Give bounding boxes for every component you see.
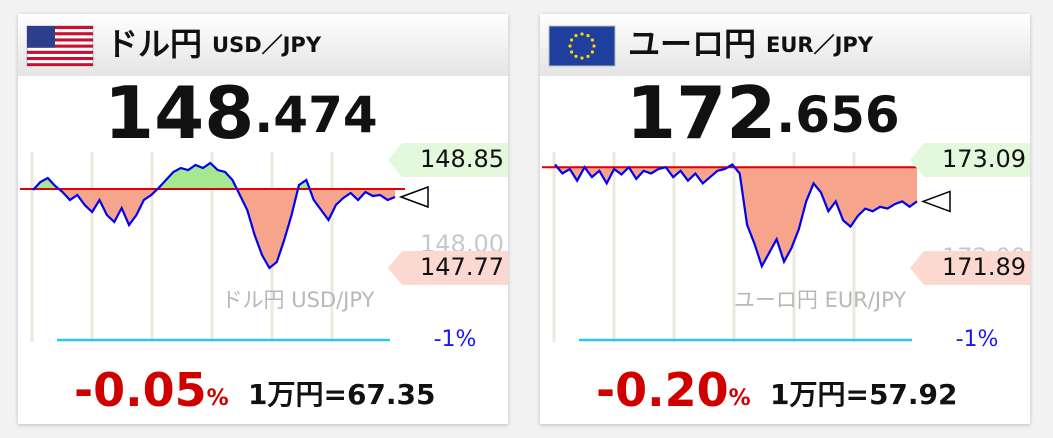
low-label: 147.77 — [420, 253, 504, 281]
card — [540, 14, 1030, 424]
price: 172.656 — [626, 71, 900, 155]
fx-widget: ユーロ円 EUR／JPY 172.656 ユーロ円 EUR/JPY 173.09 172.… — [542, 25, 1030, 417]
range-label: -1% — [956, 327, 999, 352]
price-line — [554, 163, 918, 269]
change: -0.20% — [596, 363, 751, 417]
widget-pair: USD／JPY — [212, 33, 322, 57]
conversion: 1万円=57.92 — [770, 378, 958, 411]
change-unit: % — [207, 386, 229, 411]
widget-title: ドル円 — [106, 25, 202, 63]
low-label: 171.89 — [942, 253, 1026, 281]
last-price-pointer — [398, 185, 429, 209]
high-label-bg — [910, 143, 1030, 177]
flag-us — [26, 25, 94, 67]
area-below-baseline — [33, 189, 395, 268]
high-label-bg — [388, 143, 508, 177]
price: 148.474 — [104, 71, 378, 155]
price-int: 148 — [104, 71, 254, 155]
watermark: ドル円 USD/JPY — [222, 288, 375, 312]
card-header — [18, 14, 508, 76]
conversion: 1万円=67.35 — [248, 378, 436, 411]
widget-header: ドル円 USD／JPY — [106, 25, 322, 63]
high-label: 148.85 — [420, 145, 504, 173]
change-value: -0.05 — [74, 363, 207, 417]
change-value: -0.20 — [596, 363, 729, 417]
card-header — [540, 14, 1030, 76]
card — [18, 14, 508, 424]
price-int: 172 — [626, 71, 776, 155]
change-unit: % — [729, 386, 751, 411]
widget-header: ユーロ円 EUR／JPY — [628, 25, 874, 63]
price-dec: .656 — [776, 86, 899, 144]
widget-title: ユーロ円 — [628, 25, 756, 63]
price-dec: .474 — [254, 86, 377, 144]
high-label: 173.09 — [942, 145, 1026, 173]
range-label: -1% — [434, 327, 477, 352]
widget-pair: EUR／JPY — [766, 33, 874, 57]
flag-eu — [548, 25, 616, 67]
low-label-bg — [910, 251, 1030, 285]
change: -0.05% — [74, 363, 229, 417]
watermark: ユーロ円 EUR/JPY — [734, 288, 906, 312]
last-price-pointer — [920, 190, 951, 213]
low-label-bg — [388, 251, 508, 285]
area-below-baseline — [555, 167, 917, 267]
price-line — [32, 161, 396, 270]
